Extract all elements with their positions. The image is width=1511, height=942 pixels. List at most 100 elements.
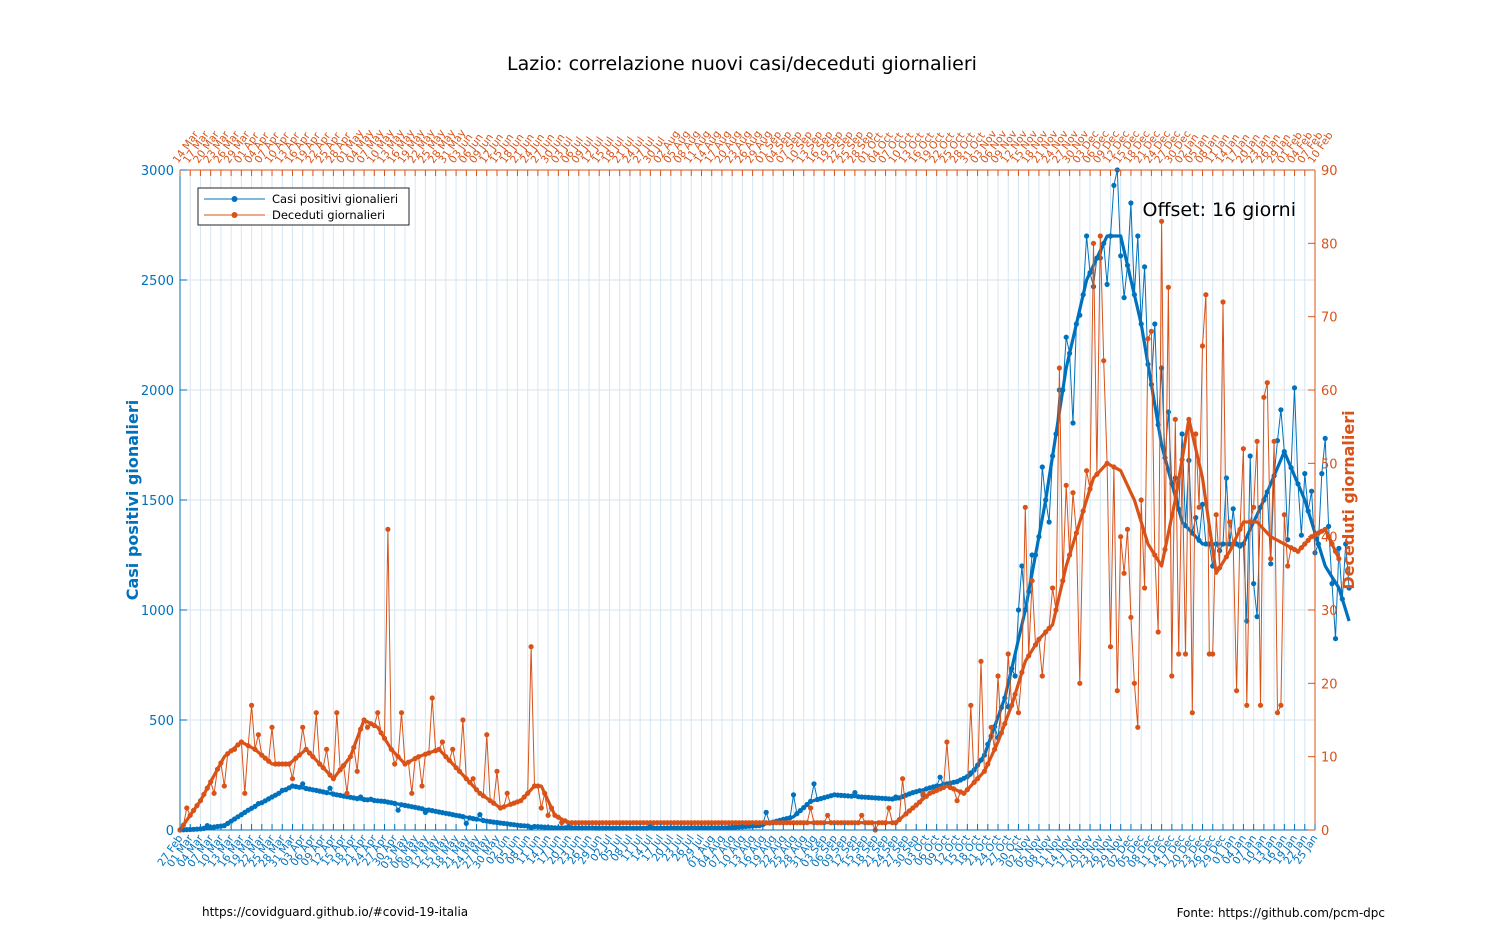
cases-point	[1015, 607, 1022, 613]
cases-point	[1104, 281, 1110, 287]
cases-point	[811, 781, 817, 787]
right-tick-label: 60	[1321, 384, 1338, 399]
deaths-point	[1165, 284, 1171, 290]
deaths-point	[324, 746, 330, 752]
deaths-point	[1274, 710, 1281, 716]
cases-point	[790, 792, 797, 798]
deaths-point	[242, 790, 248, 796]
deaths-point	[1189, 710, 1195, 716]
cases-point	[1019, 563, 1025, 569]
deaths-point	[392, 761, 398, 767]
cases-point	[1135, 233, 1141, 239]
deaths-point	[1063, 482, 1069, 488]
deaths-point	[1015, 710, 1022, 716]
deaths-point	[1254, 438, 1260, 444]
deaths-point	[1169, 673, 1175, 679]
legend-label-cases: Casi positivi gionalieri	[272, 192, 398, 206]
deaths-point	[1234, 688, 1240, 694]
cases-point	[937, 774, 943, 780]
deaths-point	[538, 805, 544, 811]
deaths-point	[1084, 468, 1090, 474]
legend: Casi positivi gionalieri Deceduti giorna…	[197, 187, 410, 226]
deaths-point	[1005, 651, 1011, 657]
deaths-point	[900, 776, 906, 782]
legend-box	[197, 187, 410, 226]
deaths-point	[1155, 629, 1161, 635]
legend-label-deaths: Deceduti giornalieri	[272, 208, 385, 222]
cases-point	[1046, 519, 1052, 525]
deaths-point	[1124, 526, 1131, 532]
deaths-point	[269, 724, 275, 730]
legend-marker-cases	[231, 196, 238, 202]
deaths-point	[385, 526, 391, 532]
cases-point	[1298, 532, 1304, 538]
cases-point	[1121, 295, 1127, 301]
cases-point	[1142, 264, 1148, 270]
left-tick-label: 3000	[141, 164, 174, 179]
cases-point	[1070, 420, 1076, 426]
deaths-point	[1196, 504, 1202, 510]
cases-point	[1278, 407, 1284, 413]
cases-point	[1322, 435, 1328, 441]
cases-point	[1336, 545, 1342, 552]
deaths-point	[1107, 644, 1114, 650]
right-tick-label: 90	[1321, 164, 1338, 179]
cases-point	[1254, 614, 1260, 620]
deaths-point	[1118, 534, 1124, 540]
deaths-point	[398, 710, 405, 716]
series-layer	[177, 167, 1352, 833]
left-tick-label: 1000	[141, 604, 174, 619]
deaths-point	[1056, 365, 1062, 371]
cases-point	[1329, 581, 1335, 587]
cases-point	[1012, 673, 1018, 679]
deaths-point	[249, 702, 255, 708]
cases-point	[1084, 233, 1090, 239]
deaths-point	[184, 805, 190, 811]
right-tick-label: 20	[1321, 677, 1338, 692]
cases-point	[1326, 523, 1332, 530]
deaths-point	[484, 732, 490, 738]
deaths-point	[1101, 358, 1107, 364]
deaths-point	[1182, 651, 1189, 657]
deaths-point	[1244, 702, 1250, 708]
right-tick-label: 10	[1321, 751, 1338, 766]
deaths-point	[1128, 614, 1134, 620]
deaths-point	[1268, 556, 1274, 562]
footer-source-url: https://covidguard.github.io/#covid-19-i…	[202, 905, 468, 919]
right-tick-label: 50	[1321, 457, 1338, 472]
deaths-point	[1090, 240, 1097, 246]
right-tick-label: 70	[1321, 311, 1338, 326]
right-tick-label: 0	[1321, 824, 1329, 839]
deaths-point	[1039, 673, 1045, 679]
deaths-point	[1278, 702, 1284, 708]
cases-point	[1291, 385, 1298, 391]
right-axis-ticks: 0 10 20 30 40 50 60 70 80 90	[1308, 164, 1338, 839]
right-tick-label: 40	[1321, 531, 1338, 546]
cases-point	[1152, 321, 1158, 327]
deaths-point	[1199, 343, 1206, 349]
deaths-point	[289, 776, 296, 782]
deaths-point	[1022, 504, 1028, 510]
deaths-point	[255, 732, 261, 738]
left-tick-label: 500	[149, 714, 174, 729]
left-tick-label: 2500	[141, 274, 174, 289]
offset-annotation: Offset: 16 giorni	[1142, 199, 1296, 221]
cases-point	[1251, 581, 1257, 587]
deaths-point	[375, 710, 381, 716]
cases-point	[1128, 200, 1134, 206]
deaths-point	[944, 739, 950, 745]
cases-point	[463, 820, 469, 827]
deaths-point	[419, 783, 425, 789]
deaths-point	[968, 702, 974, 708]
right-tick-label: 30	[1321, 604, 1338, 619]
cases-point	[395, 807, 401, 813]
legend-marker-deaths	[231, 212, 238, 218]
deaths-point	[1257, 702, 1264, 708]
deaths-point	[1193, 431, 1199, 437]
deaths-point	[545, 812, 551, 818]
deaths-point	[344, 790, 350, 796]
deaths-point	[470, 776, 476, 782]
